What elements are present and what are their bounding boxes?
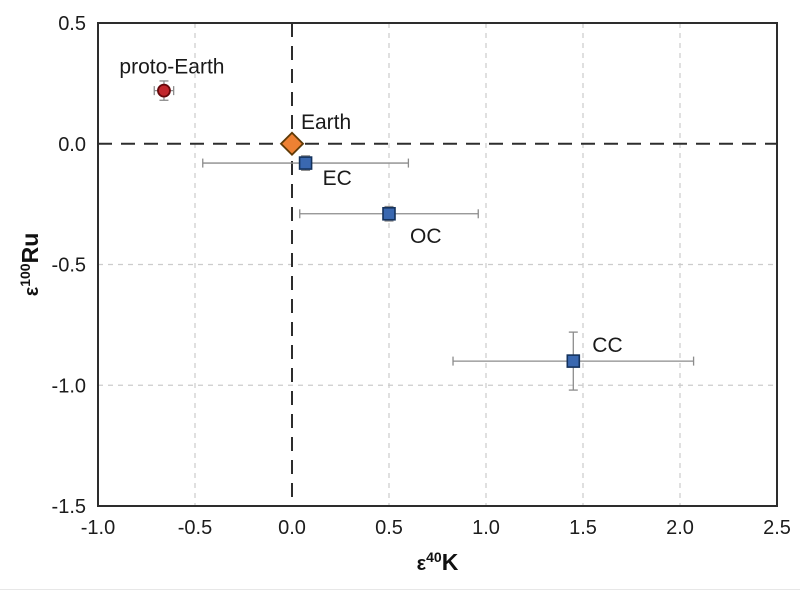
annotation-proto-Earth: proto-Earth: [119, 56, 224, 79]
annotation-OC: OC: [410, 225, 442, 248]
x-tick-label-4: 1.0: [472, 517, 500, 539]
y-tick-label-0: 0.5: [58, 13, 86, 35]
x-tick-label-3: 0.5: [375, 517, 403, 539]
marker-EC: [298, 156, 313, 170]
x-tick-label-5: 1.5: [569, 517, 597, 539]
y-tick-label-4: -1.5: [52, 496, 86, 518]
y-tick-label-1: 0.0: [58, 134, 86, 156]
marker-CC: [566, 354, 581, 368]
annotation-Earth: Earth: [301, 111, 351, 134]
y-tick-label-3: -1.0: [52, 375, 86, 397]
annotation-CC: CC: [592, 334, 622, 357]
x-tick-label-7: 2.5: [763, 517, 791, 539]
x-tick-label-2: 0.0: [278, 517, 306, 539]
x-tick-label-1: -0.5: [178, 517, 212, 539]
y-axis-label: ε100Ru: [17, 233, 43, 297]
y-tick-label-2: -0.5: [52, 255, 86, 277]
x-tick-label-6: 2.0: [666, 517, 694, 539]
x-tick-label-0: -1.0: [81, 517, 115, 539]
x-axis-label: ε40K: [417, 549, 459, 575]
annotation-EC: EC: [323, 167, 352, 190]
plot-border: [97, 22, 778, 507]
marker-proto-Earth: [157, 83, 171, 98]
marker-Earth: [279, 131, 305, 157]
marker-OC: [382, 206, 396, 221]
